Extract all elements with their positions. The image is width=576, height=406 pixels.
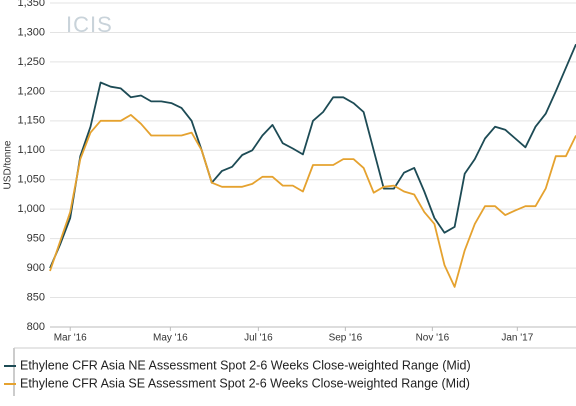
watermark: ICIS [66, 12, 113, 37]
legend-label: Ethylene CFR Asia NE Assessment Spot 2-6… [20, 358, 471, 372]
x-tick-label: May '16 [153, 333, 188, 344]
y-tick-label: 1,350 [17, 0, 45, 9]
series-line [49, 43, 576, 269]
y-tick-label: 800 [27, 321, 45, 333]
y-tick-label: 1,050 [17, 174, 45, 186]
x-tick-label: Sep '16 [329, 333, 363, 344]
x-tick-label: Nov '16 [416, 333, 450, 344]
y-tick-label: 1,000 [17, 203, 45, 215]
y-tick-label: 1,150 [17, 115, 45, 127]
series-line [49, 114, 576, 288]
x-tick-label: Mar '16 [54, 333, 87, 344]
x-tick-label: Jan '17 [501, 333, 533, 344]
y-tick-label: 900 [27, 262, 45, 274]
y-tick-label: 1,250 [17, 56, 45, 68]
legend: Ethylene CFR Asia NE Assessment Spot 2-6… [4, 358, 471, 390]
legend-label: Ethylene CFR Asia SE Assessment Spot 2-6… [20, 376, 470, 390]
y-tick-label: 1,300 [17, 26, 45, 38]
y-tick-label: 1,100 [17, 144, 45, 156]
y-tick-label: 850 [27, 291, 45, 303]
y-axis-label: USD/tonne [3, 140, 14, 189]
y-tick-label: 950 [27, 233, 45, 245]
y-tick-label: 1,200 [17, 85, 45, 97]
x-tick-label: Jul '16 [244, 333, 273, 344]
